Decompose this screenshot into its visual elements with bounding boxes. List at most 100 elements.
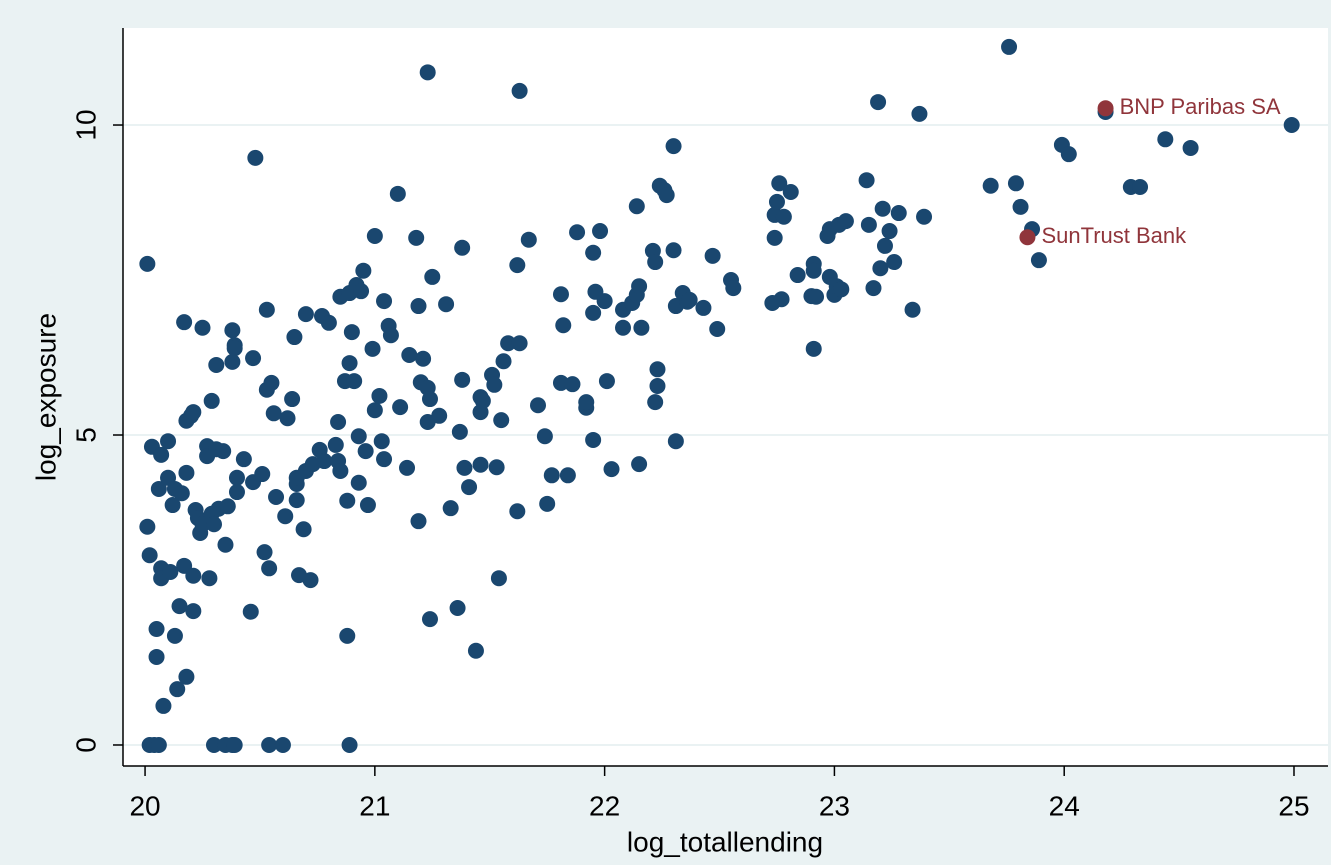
point bbox=[529, 397, 546, 414]
point bbox=[449, 599, 466, 616]
point bbox=[1283, 117, 1300, 134]
point bbox=[509, 503, 526, 520]
x-tick-label: 21 bbox=[359, 790, 390, 821]
point bbox=[649, 361, 666, 378]
point bbox=[162, 564, 179, 581]
point bbox=[341, 355, 358, 372]
point bbox=[782, 183, 799, 200]
point bbox=[585, 244, 602, 261]
point bbox=[1012, 198, 1029, 215]
point bbox=[1001, 38, 1018, 55]
x-axis-title: log_totallending bbox=[627, 826, 823, 857]
point bbox=[472, 456, 489, 473]
point bbox=[366, 402, 383, 419]
point bbox=[1097, 100, 1114, 117]
point bbox=[279, 410, 296, 427]
point bbox=[493, 412, 510, 429]
point bbox=[339, 627, 356, 644]
point bbox=[536, 428, 553, 445]
point bbox=[421, 611, 438, 628]
point bbox=[176, 314, 193, 331]
point bbox=[603, 461, 620, 478]
point bbox=[339, 492, 356, 509]
point bbox=[364, 340, 381, 357]
point bbox=[268, 488, 285, 505]
point bbox=[451, 423, 468, 440]
point bbox=[454, 371, 471, 388]
point bbox=[808, 288, 825, 305]
point bbox=[366, 227, 383, 244]
point bbox=[511, 335, 528, 352]
point bbox=[389, 185, 406, 202]
point bbox=[916, 208, 933, 225]
point bbox=[408, 229, 425, 246]
point bbox=[357, 443, 374, 460]
point bbox=[316, 453, 333, 470]
point bbox=[695, 299, 712, 316]
point bbox=[596, 293, 613, 310]
point bbox=[543, 467, 560, 484]
point bbox=[141, 547, 158, 564]
point bbox=[490, 570, 507, 587]
point bbox=[392, 399, 409, 416]
point bbox=[155, 697, 172, 714]
point bbox=[860, 216, 877, 233]
point bbox=[399, 459, 416, 476]
point bbox=[258, 301, 275, 318]
point bbox=[185, 603, 202, 620]
point bbox=[256, 544, 273, 561]
point bbox=[148, 621, 165, 638]
point bbox=[438, 296, 455, 313]
point bbox=[332, 462, 349, 479]
point bbox=[564, 376, 581, 393]
point bbox=[424, 268, 441, 285]
point bbox=[350, 474, 367, 491]
point bbox=[226, 340, 243, 357]
point bbox=[585, 304, 602, 321]
point bbox=[171, 598, 188, 615]
point bbox=[228, 469, 245, 486]
point bbox=[488, 459, 505, 476]
point bbox=[681, 291, 698, 308]
point bbox=[870, 94, 887, 111]
point bbox=[585, 431, 602, 448]
point bbox=[511, 82, 528, 99]
point bbox=[297, 306, 314, 323]
point bbox=[178, 668, 195, 685]
point bbox=[205, 516, 222, 533]
point bbox=[178, 464, 195, 481]
point bbox=[343, 324, 360, 341]
point bbox=[615, 319, 632, 336]
point bbox=[858, 172, 875, 189]
point bbox=[217, 536, 234, 553]
grid bbox=[123, 124, 1328, 746]
point bbox=[274, 736, 291, 753]
point bbox=[555, 317, 572, 334]
point bbox=[1019, 229, 1036, 246]
point bbox=[288, 492, 305, 509]
point bbox=[775, 208, 792, 225]
point bbox=[166, 627, 183, 644]
point bbox=[410, 513, 427, 530]
point bbox=[789, 267, 806, 284]
point bbox=[904, 301, 921, 318]
point bbox=[382, 327, 399, 344]
point bbox=[552, 286, 569, 303]
point bbox=[421, 391, 438, 408]
point bbox=[376, 451, 393, 468]
point bbox=[1157, 131, 1174, 148]
y-tick-label: 10 bbox=[70, 109, 101, 140]
point bbox=[665, 138, 682, 155]
point bbox=[805, 262, 822, 279]
point bbox=[410, 298, 427, 315]
point bbox=[185, 404, 202, 421]
point bbox=[242, 603, 259, 620]
point bbox=[286, 329, 303, 346]
point bbox=[442, 500, 459, 517]
point bbox=[153, 446, 170, 463]
point bbox=[320, 314, 337, 331]
point bbox=[254, 466, 271, 483]
point bbox=[261, 560, 278, 577]
y-tick-label: 5 bbox=[70, 427, 101, 443]
point bbox=[185, 567, 202, 584]
